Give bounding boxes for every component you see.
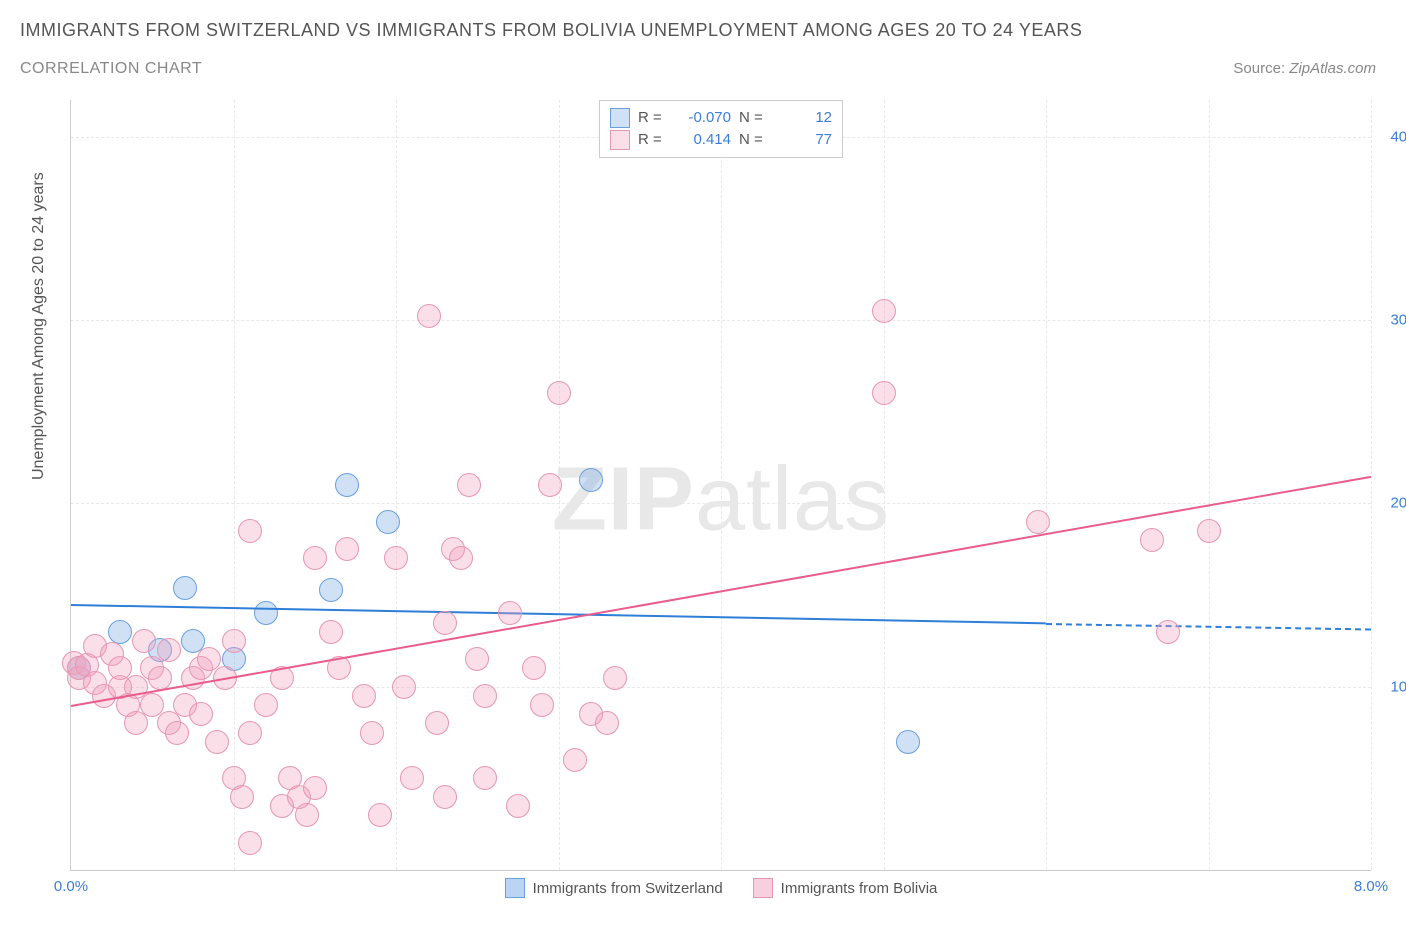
data-point — [335, 473, 359, 497]
data-point — [425, 711, 449, 735]
data-point — [1197, 519, 1221, 543]
data-point — [1140, 528, 1164, 552]
legend-swatch-bolivia — [753, 878, 773, 898]
chart-title: IMMIGRANTS FROM SWITZERLAND VS IMMIGRANT… — [20, 20, 1082, 41]
data-point — [465, 647, 489, 671]
legend-stats-row: R = 0.414 N = 77 — [610, 129, 832, 151]
legend-item: Immigrants from Bolivia — [753, 878, 938, 898]
data-point — [538, 473, 562, 497]
data-point — [384, 546, 408, 570]
data-point — [1156, 620, 1180, 644]
legend-r-label: R = — [638, 107, 668, 129]
data-point — [522, 656, 546, 680]
data-point — [148, 666, 172, 690]
legend-swatch-bolivia — [610, 130, 630, 150]
source-prefix: Source: — [1233, 60, 1285, 77]
y-axis-label: Unemployment Among Ages 20 to 24 years — [30, 172, 48, 480]
data-point — [579, 468, 603, 492]
data-point — [124, 711, 148, 735]
data-point — [303, 546, 327, 570]
gridline-vertical — [1371, 100, 1372, 870]
gridline-vertical — [1046, 100, 1047, 870]
y-tick-label: 10.0% — [1378, 678, 1406, 695]
gridline-vertical — [884, 100, 885, 870]
data-point — [173, 576, 197, 600]
legend-stats-row: R = -0.070 N = 12 — [610, 107, 832, 129]
legend-bottom: Immigrants from Switzerland Immigrants f… — [71, 878, 1371, 898]
data-point — [449, 546, 473, 570]
watermark-light: atlas — [695, 450, 890, 550]
data-point — [872, 299, 896, 323]
source-value: ZipAtlas.com — [1289, 60, 1376, 77]
data-point — [400, 766, 424, 790]
data-point — [238, 519, 262, 543]
data-point — [433, 785, 457, 809]
data-point — [506, 794, 530, 818]
data-point — [457, 473, 481, 497]
legend-swatch-switzerland — [610, 108, 630, 128]
gridline-vertical — [721, 100, 722, 870]
legend-n-label: N = — [739, 107, 769, 129]
data-point — [157, 638, 181, 662]
data-point — [595, 711, 619, 735]
data-point — [165, 721, 189, 745]
data-point — [563, 748, 587, 772]
data-point — [473, 684, 497, 708]
data-point — [473, 766, 497, 790]
chart-subtitle: CORRELATION CHART — [20, 60, 202, 78]
legend-r-label: R = — [638, 129, 668, 151]
data-point — [230, 785, 254, 809]
data-point — [295, 803, 319, 827]
data-point — [335, 537, 359, 561]
plot-area: ZIPatlas R = -0.070 N = 12 R = 0.414 N =… — [70, 100, 1371, 871]
data-point — [872, 381, 896, 405]
source-label: Source: ZipAtlas.com — [1233, 60, 1376, 77]
x-tick-label: 8.0% — [1354, 878, 1388, 895]
y-tick-label: 30.0% — [1378, 312, 1406, 329]
data-point — [376, 510, 400, 534]
data-point — [547, 381, 571, 405]
watermark-bold: ZIP — [552, 450, 695, 550]
data-point — [238, 721, 262, 745]
legend-stats: R = -0.070 N = 12 R = 0.414 N = 77 — [599, 100, 843, 158]
legend-n-label: N = — [739, 129, 769, 151]
legend-label: Immigrants from Bolivia — [781, 880, 938, 897]
data-point — [392, 675, 416, 699]
data-point — [189, 702, 213, 726]
data-point — [205, 730, 229, 754]
data-point — [222, 629, 246, 653]
data-point — [896, 730, 920, 754]
data-point — [254, 601, 278, 625]
data-point — [238, 831, 262, 855]
legend-n-value-0: 12 — [777, 107, 832, 129]
y-tick-label: 20.0% — [1378, 495, 1406, 512]
gridline-vertical — [234, 100, 235, 870]
data-point — [319, 620, 343, 644]
data-point — [530, 693, 554, 717]
chart-container: IMMIGRANTS FROM SWITZERLAND VS IMMIGRANT… — [0, 0, 1406, 930]
data-point — [360, 721, 384, 745]
x-tick-label: 0.0% — [54, 878, 88, 895]
legend-r-value-0: -0.070 — [676, 107, 731, 129]
data-point — [352, 684, 376, 708]
legend-item: Immigrants from Switzerland — [505, 878, 723, 898]
gridline-vertical — [396, 100, 397, 870]
data-point — [254, 693, 278, 717]
data-point — [498, 601, 522, 625]
legend-label: Immigrants from Switzerland — [533, 880, 723, 897]
data-point — [368, 803, 392, 827]
data-point — [1026, 510, 1050, 534]
data-point — [319, 578, 343, 602]
data-point — [417, 304, 441, 328]
y-tick-label: 40.0% — [1378, 128, 1406, 145]
gridline-vertical — [1209, 100, 1210, 870]
data-point — [303, 776, 327, 800]
legend-r-value-1: 0.414 — [676, 129, 731, 151]
data-point — [108, 620, 132, 644]
data-point — [433, 611, 457, 635]
data-point — [603, 666, 627, 690]
legend-n-value-1: 77 — [777, 129, 832, 151]
data-point — [132, 629, 156, 653]
legend-swatch-switzerland — [505, 878, 525, 898]
